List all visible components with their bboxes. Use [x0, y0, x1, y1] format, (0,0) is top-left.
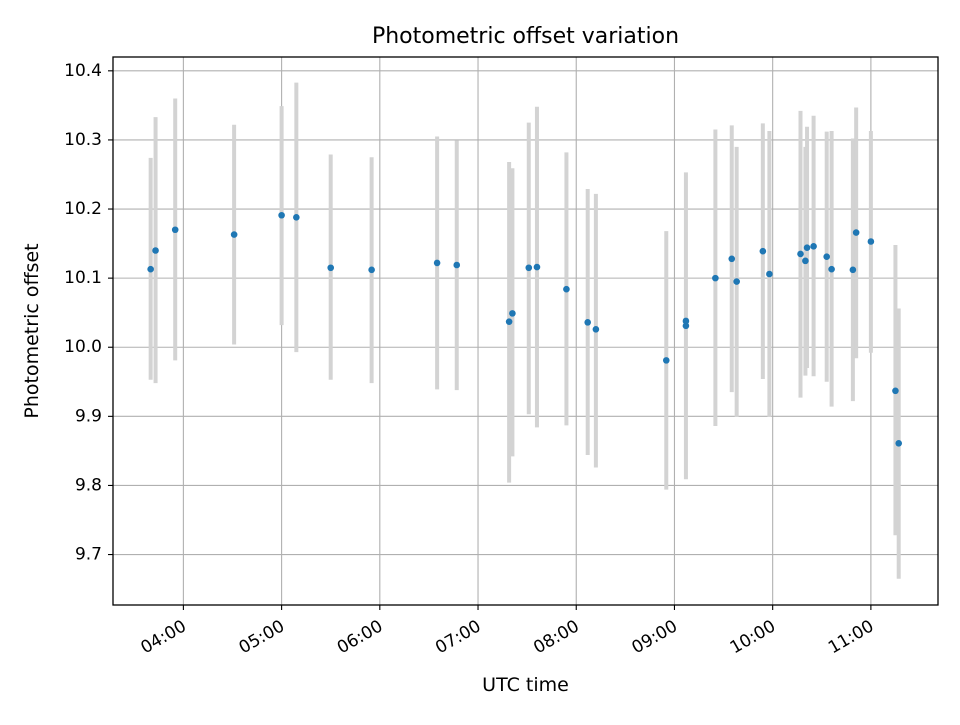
- data-point: [509, 310, 516, 317]
- data-point: [171, 226, 179, 234]
- data-point: [892, 387, 899, 395]
- data-point: [453, 261, 461, 269]
- y-axis-label: Photometric offset: [21, 243, 43, 418]
- data-points: [147, 211, 903, 447]
- data-point: [895, 439, 903, 447]
- axes-frame: [112, 56, 939, 606]
- data-point: [733, 278, 740, 285]
- data-point: [533, 263, 541, 271]
- data-point: [759, 247, 767, 255]
- y-tick-label: 9.9: [75, 406, 102, 426]
- data-point: [592, 325, 600, 333]
- y-tick-label: 9.8: [75, 475, 102, 495]
- data-point: [230, 231, 238, 238]
- y-tick-label: 10.4: [64, 61, 102, 81]
- data-point: [810, 243, 817, 250]
- data-point: [433, 259, 441, 267]
- chart-title: Photometric offset variation: [372, 24, 679, 49]
- y-tick-label: 10.1: [64, 268, 102, 288]
- data-point: [293, 214, 300, 221]
- data-point: [849, 266, 857, 274]
- y-tick-label: 10.2: [64, 199, 102, 219]
- data-point: [368, 266, 375, 274]
- data-point: [505, 318, 513, 325]
- data-point: [327, 264, 335, 272]
- data-point: [584, 319, 592, 326]
- data-point: [525, 264, 533, 272]
- data-point: [728, 255, 736, 263]
- data-point: [867, 238, 875, 245]
- data-point: [802, 257, 809, 265]
- data-point: [852, 229, 860, 236]
- y-tick-label: 10.0: [64, 337, 102, 357]
- data-point: [823, 253, 830, 261]
- data-point: [278, 211, 285, 219]
- data-point: [766, 270, 773, 278]
- x-axis-label: UTC time: [482, 674, 569, 696]
- data-point: [803, 244, 811, 252]
- data-point: [147, 265, 154, 273]
- data-point: [797, 250, 804, 258]
- data-point: [682, 322, 690, 330]
- data-point: [662, 357, 670, 364]
- data-point: [682, 317, 690, 325]
- data-point: [828, 265, 835, 273]
- data-point: [152, 247, 159, 254]
- data-point: [712, 274, 719, 282]
- y-tick-label: 10.3: [64, 130, 102, 150]
- data-point: [563, 285, 570, 293]
- y-tick-label: 9.7: [75, 545, 102, 565]
